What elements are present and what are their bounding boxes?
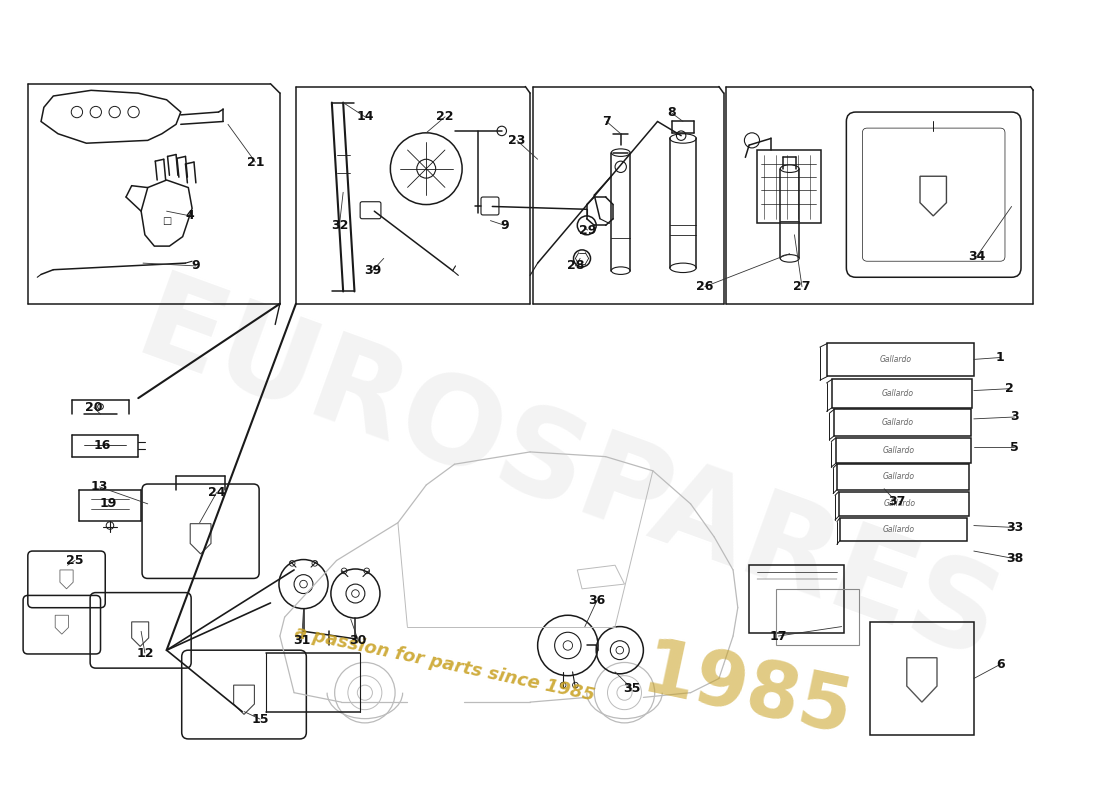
Bar — [757, 150, 821, 223]
Text: 16: 16 — [94, 439, 111, 452]
Text: 21: 21 — [246, 155, 264, 169]
Bar — [839, 491, 969, 516]
Text: 17: 17 — [770, 630, 788, 642]
Text: 22: 22 — [437, 110, 454, 123]
Text: Gallardo: Gallardo — [882, 473, 914, 482]
Text: 25: 25 — [66, 554, 84, 567]
Text: 36: 36 — [588, 594, 606, 606]
Text: 9: 9 — [500, 219, 509, 232]
Text: 31: 31 — [293, 634, 310, 647]
Text: 13: 13 — [91, 480, 108, 494]
Text: a passion for parts since 1985: a passion for parts since 1985 — [294, 624, 597, 705]
Text: Gallardo: Gallardo — [883, 446, 915, 455]
Bar — [836, 438, 971, 463]
Text: 20: 20 — [85, 401, 102, 414]
Text: 1985: 1985 — [636, 634, 859, 751]
Text: 2: 2 — [1005, 382, 1014, 395]
Text: 28: 28 — [566, 259, 584, 273]
Bar — [834, 410, 971, 436]
Text: 29: 29 — [579, 223, 596, 237]
Text: Gallardo: Gallardo — [883, 525, 915, 534]
Text: 4: 4 — [186, 210, 195, 222]
Text: 32: 32 — [331, 219, 348, 232]
Text: Gallardo: Gallardo — [881, 389, 913, 398]
Text: 3: 3 — [1010, 410, 1019, 423]
Text: 34: 34 — [968, 250, 986, 263]
Text: 14: 14 — [356, 110, 374, 123]
Text: 30: 30 — [350, 634, 367, 647]
Text: 39: 39 — [364, 264, 381, 277]
Text: 6: 6 — [996, 658, 1004, 671]
Text: 35: 35 — [624, 682, 640, 695]
Text: 24: 24 — [208, 486, 226, 499]
Text: 23: 23 — [508, 134, 526, 147]
Text: 9: 9 — [191, 259, 200, 273]
Text: 19: 19 — [99, 498, 117, 510]
Bar — [837, 464, 969, 490]
Text: Gallardo: Gallardo — [880, 355, 912, 364]
Text: Gallardo: Gallardo — [882, 418, 914, 427]
Text: 37: 37 — [888, 495, 905, 509]
Text: 38: 38 — [1005, 552, 1023, 565]
Text: 1: 1 — [996, 351, 1004, 364]
Text: 27: 27 — [793, 280, 811, 294]
Bar — [839, 518, 967, 541]
Bar — [833, 379, 972, 407]
Text: 26: 26 — [696, 280, 714, 294]
Text: 8: 8 — [668, 106, 676, 119]
Text: □: □ — [162, 216, 172, 226]
Text: 5: 5 — [1010, 441, 1019, 454]
Text: 15: 15 — [251, 713, 268, 726]
Text: 7: 7 — [602, 115, 610, 128]
Bar — [827, 343, 974, 376]
Text: 12: 12 — [136, 646, 154, 659]
Text: Gallardo: Gallardo — [883, 499, 915, 508]
Bar — [870, 622, 974, 735]
Text: EUROSPARES: EUROSPARES — [121, 266, 1014, 686]
Text: 33: 33 — [1005, 521, 1023, 534]
